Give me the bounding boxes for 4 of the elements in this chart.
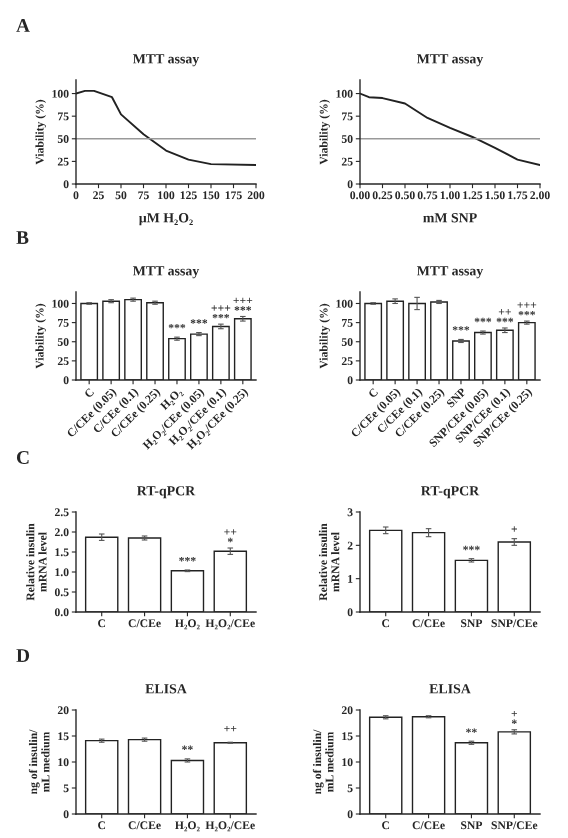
text: D bbox=[16, 649, 30, 662]
text: C bbox=[16, 450, 29, 465]
text: B bbox=[16, 231, 29, 244]
text: A bbox=[16, 19, 30, 32]
